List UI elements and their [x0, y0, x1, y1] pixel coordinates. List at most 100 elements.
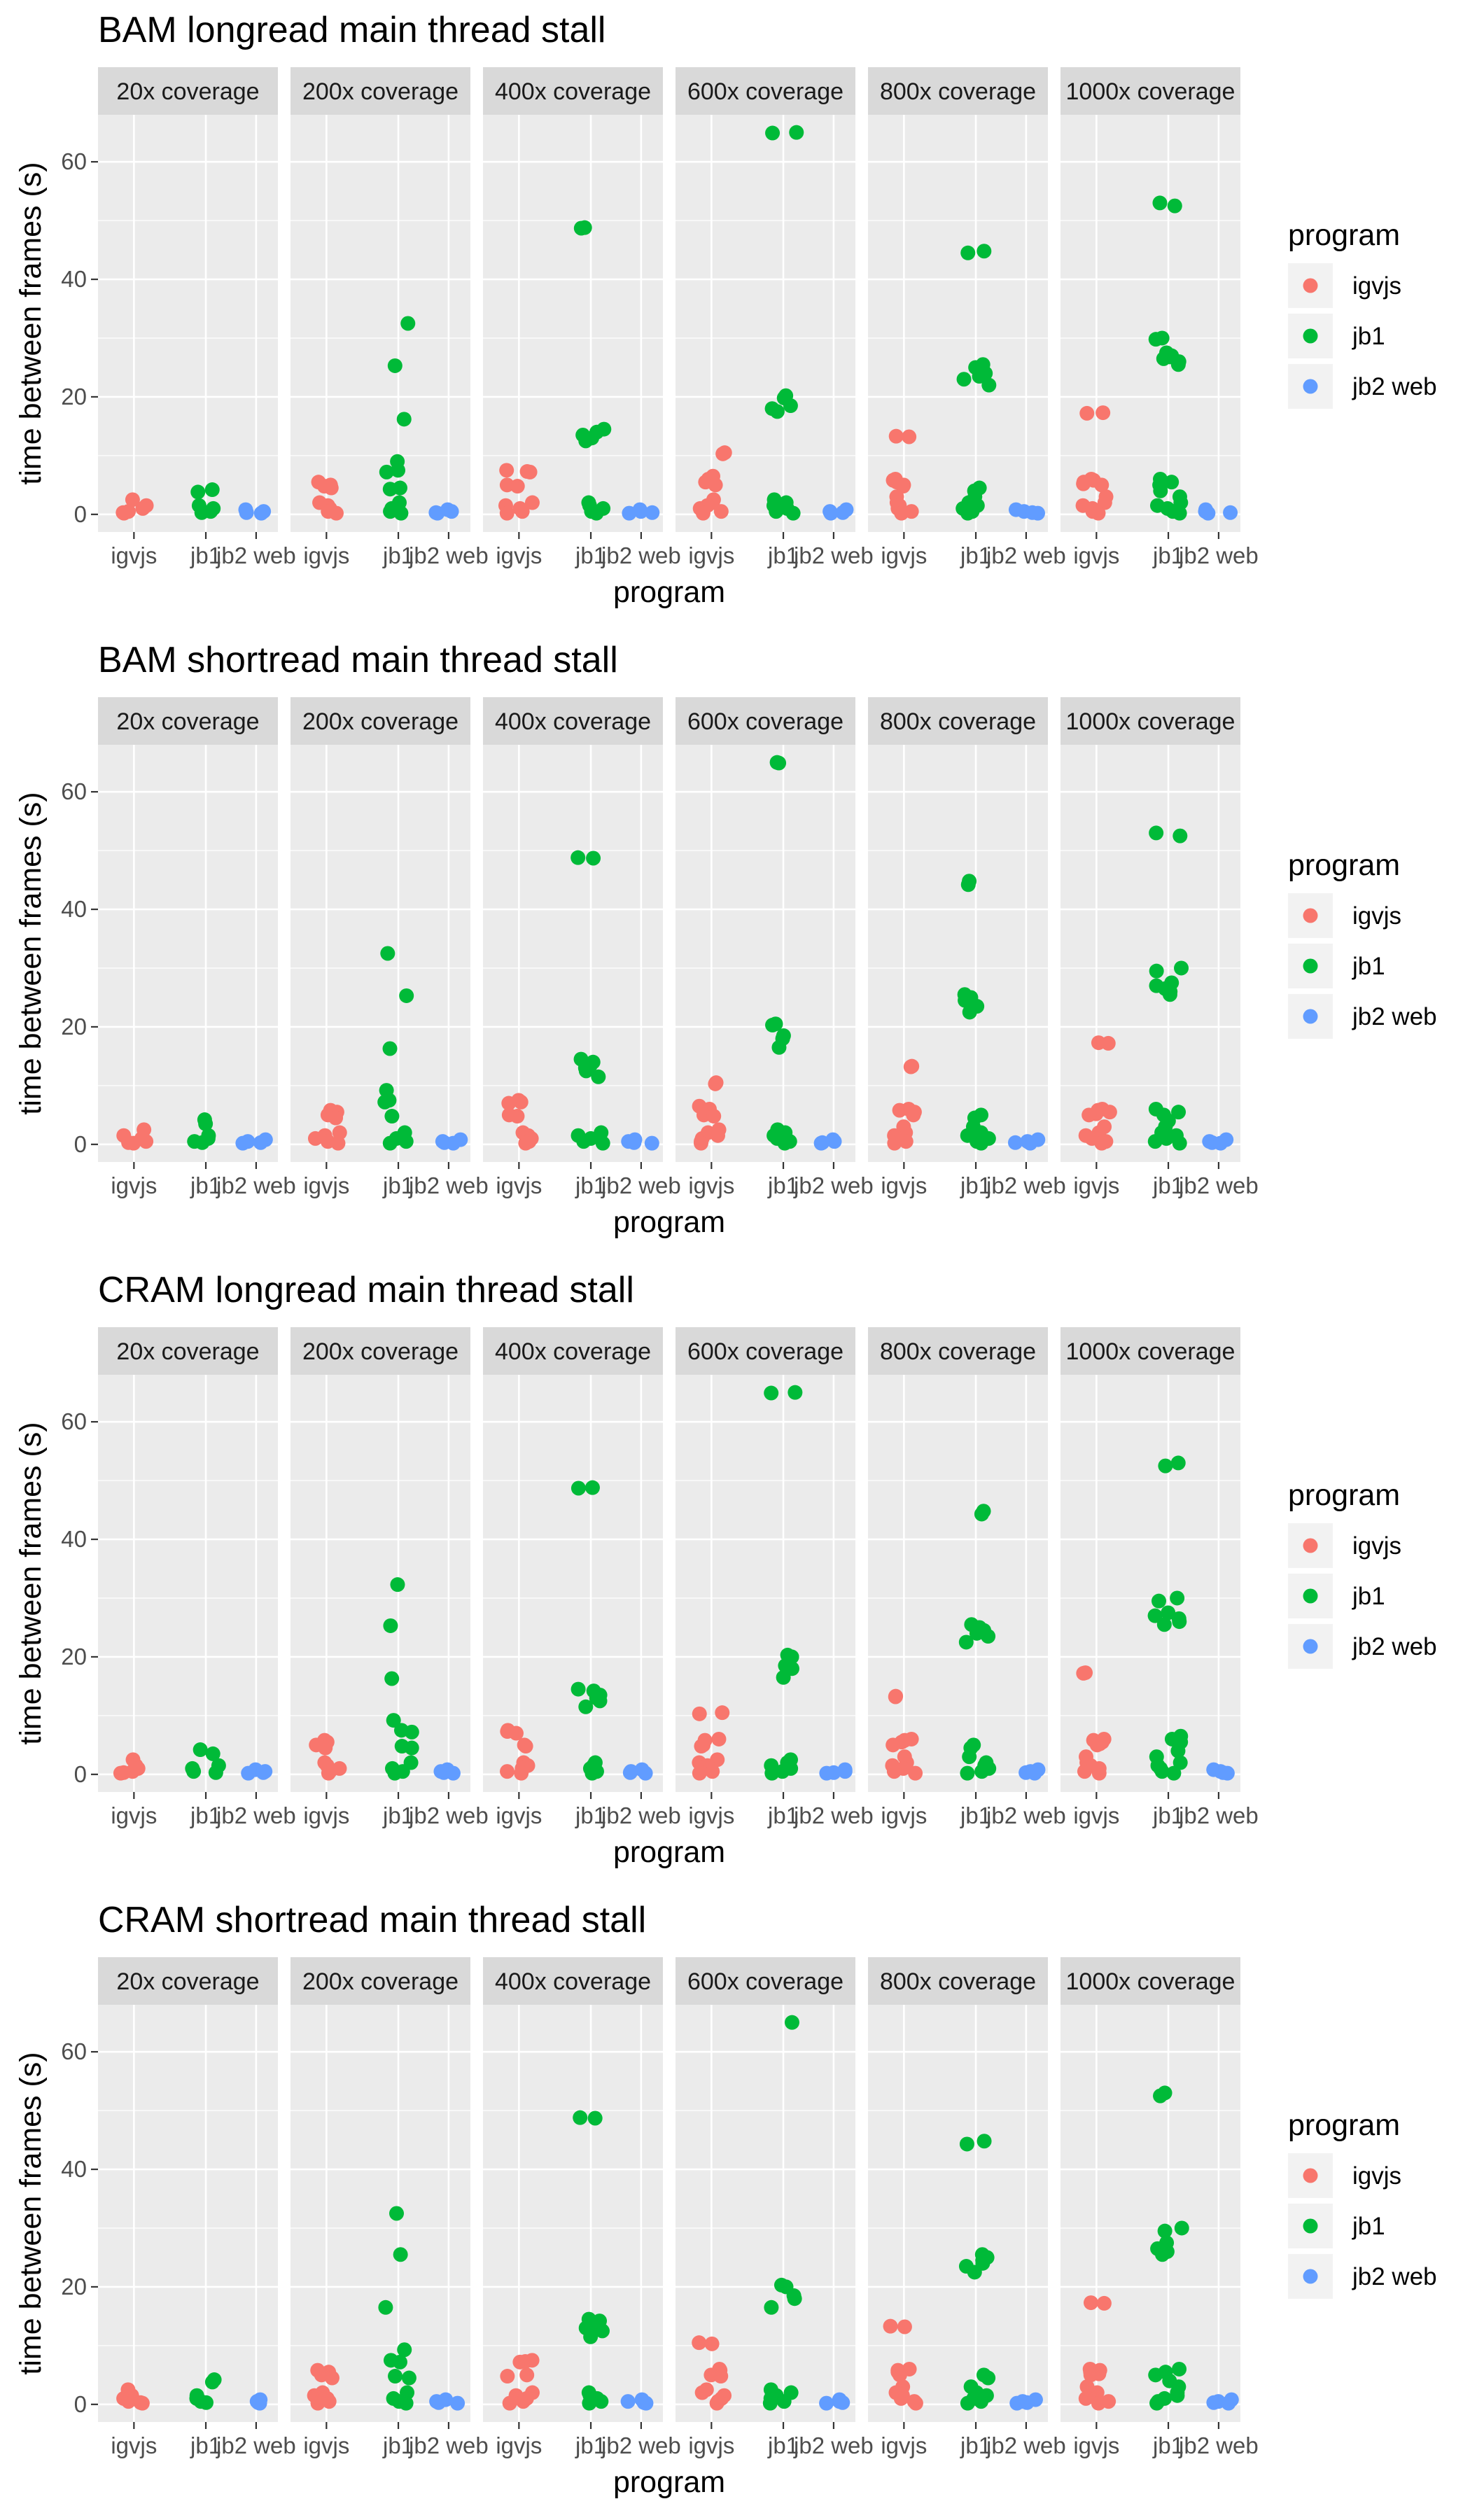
data-point-jb1 — [789, 125, 804, 140]
y-axis-title: time between frames (s) — [14, 1422, 48, 1744]
legend-swatch — [1303, 379, 1318, 394]
facet-strip — [483, 697, 663, 745]
x-tick-label: jb2 web — [986, 1172, 1066, 1198]
x-tick-label: jb1 — [190, 1172, 221, 1198]
data-point-jb1 — [1170, 1590, 1185, 1606]
data-point-igvjs — [1100, 1035, 1116, 1051]
x-tick-label: jb2 web — [601, 1172, 681, 1198]
legend-swatch — [1303, 1009, 1318, 1024]
data-point-jb1 — [1172, 1755, 1188, 1770]
data-point-jb1 — [198, 1116, 214, 1131]
data-point-jb1 — [962, 1749, 977, 1765]
data-point-igvjs — [1076, 1665, 1091, 1681]
data-point-igvjs — [510, 479, 525, 494]
facet-strip — [1060, 67, 1240, 115]
facet-strip — [1060, 697, 1240, 745]
data-point-igvjs — [1083, 2295, 1098, 2311]
data-point-igvjs — [513, 1094, 528, 1110]
data-point-igvjs — [692, 1706, 707, 1721]
data-point-igvjs — [512, 2354, 528, 2370]
chart-4: CRAM shortread main thread stall 20x cove… — [0, 1890, 1470, 2520]
facet-strip — [290, 697, 470, 745]
data-point-jb1 — [208, 1765, 223, 1780]
data-point-jb1 — [1153, 483, 1168, 498]
data-point-jb1 — [974, 1135, 989, 1151]
data-point-jb1 — [976, 2134, 992, 2149]
data-point-jb2-web — [1219, 1765, 1235, 1781]
data-point-jb2-web — [253, 1135, 268, 1150]
facet-label: 400x coverage — [495, 1968, 651, 1995]
x-tick-label: igvjs — [303, 542, 349, 568]
data-point-jb1 — [383, 1618, 398, 1633]
x-tick-label: igvjs — [1073, 1172, 1119, 1198]
facet-strip — [868, 67, 1048, 115]
data-point-igvjs — [518, 1135, 533, 1151]
x-tick-label: jb2 web — [1178, 1172, 1259, 1198]
data-point-jb2-web — [1223, 505, 1238, 520]
data-point-jb1 — [1172, 1135, 1187, 1151]
panel-background — [1060, 745, 1240, 1162]
data-point-jb1 — [1156, 351, 1171, 366]
data-point-igvjs — [708, 1076, 723, 1091]
data-point-igvjs — [321, 1765, 336, 1781]
data-point-igvjs — [1091, 1765, 1107, 1781]
data-point-jb1 — [1166, 1765, 1182, 1781]
data-point-jb2-web — [235, 1135, 251, 1151]
x-tick-label: jb2 web — [408, 1802, 489, 1828]
data-point-jb1 — [776, 1670, 791, 1685]
facet-label: 800x coverage — [880, 1338, 1036, 1365]
data-point-jb1 — [765, 125, 780, 141]
data-point-jb1 — [1149, 825, 1164, 841]
data-point-jb1 — [976, 244, 992, 259]
facet-label: 800x coverage — [880, 708, 1036, 735]
facet-label: 1000x coverage — [1066, 708, 1236, 735]
data-point-jb1 — [404, 1740, 419, 1756]
legend-swatch — [1303, 1588, 1318, 1604]
data-point-jb1 — [958, 1634, 974, 1650]
data-point-jb1 — [594, 2394, 609, 2409]
legend-swatch — [1303, 328, 1318, 344]
x-tick-label: jb2 web — [216, 542, 296, 568]
data-point-jb1 — [1170, 1743, 1186, 1758]
data-point-jb1 — [384, 1671, 400, 1686]
data-point-igvjs — [1091, 2395, 1106, 2411]
x-tick-label: jb1 — [767, 1802, 799, 1828]
data-point-jb2-web — [255, 1765, 271, 1780]
panel-background — [98, 1375, 278, 1792]
x-tick-label: igvjs — [881, 1802, 927, 1828]
chart-title: CRAM shortread main thread stall — [98, 1900, 646, 1940]
x-tick-label: jb1 — [575, 1802, 606, 1828]
data-point-igvjs — [694, 1739, 709, 1754]
data-point-jb1 — [764, 1385, 779, 1401]
data-point-jb1 — [382, 482, 398, 497]
data-point-jb2-web — [638, 1765, 653, 1781]
data-point-jb1 — [1174, 2220, 1189, 2236]
data-point-igvjs — [125, 492, 140, 507]
y-tick-label: 40 — [61, 1526, 87, 1552]
data-point-jb2-web — [253, 505, 269, 521]
data-point-igvjs — [903, 1059, 918, 1074]
data-point-jb2-web — [1030, 505, 1046, 521]
data-point-jb2-web — [1007, 1135, 1023, 1150]
data-point-jb1 — [765, 1017, 780, 1032]
x-tick-label: jb1 — [1152, 1172, 1184, 1198]
facet-label: 200x coverage — [302, 1968, 458, 1995]
facet-strip — [868, 697, 1048, 745]
facet-label: 600x coverage — [687, 1968, 844, 1995]
data-point-jb1 — [960, 877, 976, 892]
y-axis-title: time between frames (s) — [14, 2052, 48, 2374]
panel-background — [868, 115, 1048, 532]
data-point-igvjs — [1078, 2390, 1093, 2406]
facet-label: 20x coverage — [116, 708, 259, 735]
data-point-jb2-web — [444, 504, 459, 519]
y-tick-label: 40 — [61, 896, 87, 922]
data-point-igvjs — [321, 2394, 337, 2409]
legend-swatch — [1303, 2218, 1318, 2234]
x-axis-title: program — [613, 1205, 725, 1239]
